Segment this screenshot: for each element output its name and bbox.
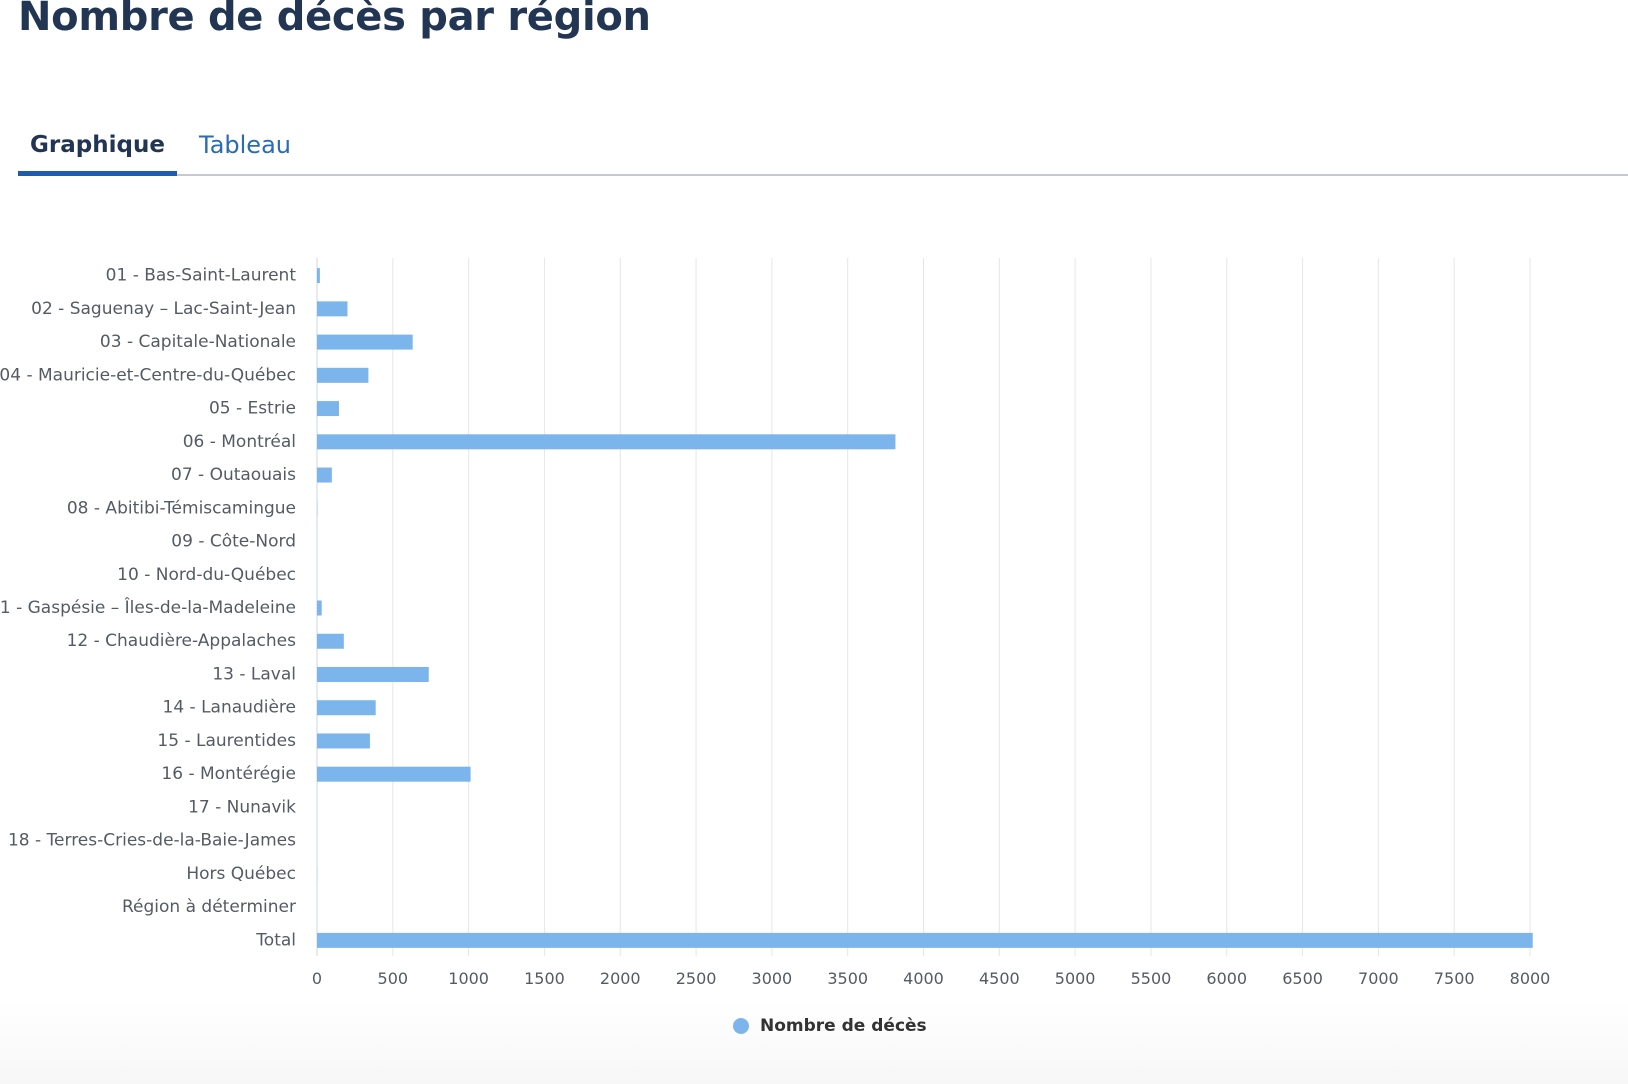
- x-tick-label: 4500: [979, 969, 1020, 988]
- category-label: 16 - Montérégie: [161, 764, 296, 784]
- category-label: 06 - Montréal: [183, 432, 296, 452]
- category-label: 07 - Outaouais: [171, 465, 296, 485]
- grid-lines: [316, 258, 1531, 956]
- chart-footer-band: [0, 1000, 1628, 1084]
- bar[interactable]: [317, 666, 429, 682]
- bar[interactable]: [317, 700, 376, 716]
- legend-label: Nombre de décès: [760, 1016, 927, 1036]
- category-label: 01 - Bas-Saint-Laurent: [106, 266, 297, 286]
- x-tick-label: 7000: [1358, 969, 1399, 988]
- bars: [317, 268, 1533, 948]
- category-label: 02 - Saguenay – Lac-Saint-Jean: [31, 299, 296, 319]
- x-tick-label: 4000: [903, 969, 944, 988]
- x-tick-label: 3000: [752, 969, 793, 988]
- category-label: 03 - Capitale-Nationale: [100, 332, 296, 352]
- x-tick-label: 7500: [1434, 969, 1475, 988]
- category-label: 04 - Mauricie-et-Centre-du-Québec: [0, 365, 296, 385]
- category-label: 12 - Chaudière-Appalaches: [67, 631, 297, 651]
- tab-tableau[interactable]: Tableau: [199, 131, 291, 159]
- bar[interactable]: [317, 467, 332, 483]
- category-label: 11 - Gaspésie – Îles-de-la-Madeleine: [0, 596, 296, 618]
- bar[interactable]: [317, 367, 369, 383]
- category-label: 14 - Lanaudière: [163, 698, 296, 718]
- legend-item[interactable]: Nombre de décès: [733, 1012, 927, 1040]
- category-label: 15 - Laurentides: [157, 731, 296, 751]
- category-label: Total: [255, 930, 296, 950]
- x-tick-label: 1000: [448, 969, 489, 988]
- x-tick-label: 500: [378, 969, 409, 988]
- category-label: 18 - Terres-Cries-de-la-Baie-James: [8, 831, 296, 851]
- category-label: 10 - Nord-du-Québec: [117, 565, 296, 585]
- x-tick-label: 6000: [1206, 969, 1247, 988]
- bar[interactable]: [317, 766, 471, 782]
- category-label: 13 - Laval: [212, 664, 296, 684]
- category-label: 08 - Abitibi-Témiscamingue: [67, 498, 296, 518]
- bar[interactable]: [317, 334, 413, 350]
- bar[interactable]: [317, 932, 1533, 948]
- category-labels: 01 - Bas-Saint-Laurent 02 - Saguenay – La…: [0, 266, 296, 951]
- x-tick-label: 5000: [1055, 969, 1096, 988]
- bar[interactable]: [317, 733, 370, 749]
- category-label: 05 - Estrie: [209, 399, 296, 419]
- tab-bar: Graphique Tableau: [18, 118, 1628, 176]
- legend-swatch-icon: [733, 1018, 749, 1034]
- x-tick-label: 1500: [524, 969, 565, 988]
- bar[interactable]: [317, 600, 322, 616]
- category-label: Région à déterminer: [122, 897, 296, 917]
- bar[interactable]: [317, 434, 896, 450]
- x-tick-label: 2500: [676, 969, 717, 988]
- category-label: 17 - Nunavik: [188, 797, 296, 817]
- x-tick-label: 6500: [1282, 969, 1323, 988]
- x-tick-label: 3500: [827, 969, 868, 988]
- x-tick-label: 2000: [600, 969, 641, 988]
- tab-graphique[interactable]: Graphique: [18, 118, 177, 176]
- category-label: 09 - Côte-Nord: [171, 532, 296, 552]
- x-tick-label: 8000: [1510, 969, 1551, 988]
- bar[interactable]: [317, 268, 320, 284]
- bar[interactable]: [317, 633, 344, 649]
- x-tick-label: 0: [312, 969, 322, 988]
- bar[interactable]: [317, 301, 348, 317]
- x-tick-labels: 0 500 1000 1500 2000 2500 3000 3500 4000 4500 5000…: [312, 969, 1550, 988]
- category-label: Hors Québec: [186, 864, 296, 884]
- page-title: Nombre de décès par région: [18, 0, 651, 40]
- bar[interactable]: [317, 401, 339, 417]
- x-tick-label: 5500: [1131, 969, 1172, 988]
